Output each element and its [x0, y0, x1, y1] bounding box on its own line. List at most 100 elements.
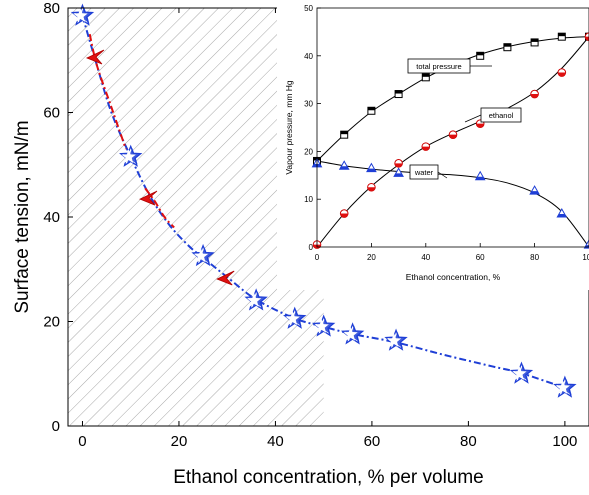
square-marker	[530, 38, 539, 47]
circle-fill	[476, 123, 484, 128]
main-x-axis-label: Ethanol concentration, % per volume	[173, 467, 484, 488]
square-fill	[503, 43, 511, 47]
square-fill	[558, 33, 566, 37]
callout-label: total pressure	[416, 62, 461, 71]
inset-y-tick-label: 20	[304, 147, 313, 156]
circle-fill	[585, 36, 589, 41]
callout-label: water	[414, 168, 434, 177]
star-highlight	[193, 248, 209, 263]
circle-marker	[394, 159, 403, 168]
main-y-tick-label: 40	[43, 209, 60, 226]
series-callout: water	[409, 164, 448, 180]
star-marker	[191, 243, 215, 267]
star-marker	[70, 3, 95, 26]
main-x-ticks: 0 20 40 60 80 100	[78, 8, 577, 450]
star-marker	[283, 306, 307, 329]
circle-marker	[584, 32, 589, 41]
star-highlight	[247, 293, 262, 307]
callout-box	[407, 58, 471, 74]
triangle-fill	[339, 166, 349, 170]
square-fill	[367, 107, 375, 111]
main-x-tick-label: 0	[78, 433, 86, 450]
main-x-tick-label: 100	[552, 433, 577, 450]
inset-chart: 0 20 40 60 80 100 0 10 20 30 40 50 total pressure e…	[277, 0, 589, 290]
inset-x-tick-label: 40	[421, 253, 430, 262]
triangle-marker	[366, 162, 377, 173]
callout-leader	[437, 171, 448, 179]
star-marker	[311, 314, 336, 337]
main-x-tick-label: 20	[171, 433, 188, 450]
star-marker	[509, 361, 534, 384]
triangle-fill	[557, 214, 567, 218]
star-highlight	[555, 380, 571, 394]
inset-plot-frame	[316, 7, 589, 248]
star-marker	[244, 288, 268, 311]
circle-fill	[530, 94, 539, 98]
inset-x-tick-label: 20	[367, 253, 376, 262]
square-fill	[395, 90, 403, 94]
inset-x-tick-label: 0	[315, 253, 320, 262]
star-highlight	[73, 8, 88, 22]
circle-fill	[394, 163, 403, 168]
main-fit-red-segment	[144, 187, 175, 229]
square-marker	[476, 51, 485, 60]
triangle-fill	[394, 173, 404, 177]
main-y-tick-label: 60	[43, 105, 60, 122]
circle-fill	[340, 213, 348, 218]
circle-marker	[557, 68, 567, 77]
inset-y-tick-label: 40	[304, 52, 313, 61]
triangle-marker	[556, 208, 568, 218]
circle-marker	[421, 142, 431, 151]
arrow-marker	[85, 49, 105, 65]
star-highlight	[314, 319, 329, 333]
main-y-tick-label: 20	[43, 314, 60, 331]
star-highlight	[285, 311, 300, 325]
main-data-markers	[70, 3, 577, 398]
inset-y-tick-label: 10	[304, 195, 313, 204]
inset-fit-curve	[316, 160, 589, 248]
square-marker	[421, 73, 430, 82]
star-highlight	[386, 333, 402, 347]
inset-x-tick-label: 80	[530, 253, 539, 262]
circle-marker	[530, 89, 539, 99]
main-x-tick-label: 60	[364, 433, 381, 450]
inset-x-ticks: 0 20 40 60 80 100	[315, 243, 589, 262]
inset-series-callouts: total pressure ethanol water	[407, 58, 522, 180]
star-marker	[340, 322, 365, 345]
inset-data-markers	[311, 32, 589, 249]
circle-marker	[367, 182, 376, 192]
square-marker	[340, 130, 349, 139]
star-highlight	[121, 149, 136, 163]
circle-fill	[449, 134, 457, 139]
main-x-tick-label: 40	[267, 433, 284, 450]
triangle-marker	[338, 160, 350, 170]
main-y-ticks: 0 20 40 60 80	[43, 0, 73, 435]
series-callout: total pressure	[407, 58, 492, 74]
circle-fill	[422, 146, 430, 151]
square-fill	[531, 38, 539, 42]
star-marker	[119, 144, 143, 167]
main-y-tick-label: 0	[52, 418, 60, 435]
main-x-tick-label: 80	[460, 433, 477, 450]
main-y-tick-label: 80	[43, 0, 60, 17]
star-marker	[553, 375, 577, 398]
inset-x-axis-label: Ethanol concentration, %	[406, 272, 501, 282]
inset-background	[277, 0, 589, 290]
circle-marker	[339, 209, 349, 218]
inset-y-tick-label: 30	[304, 100, 313, 109]
square-marker	[557, 32, 566, 41]
square-fill	[340, 131, 348, 135]
series-callout: ethanol	[464, 107, 522, 123]
inset-y-tick-label: 0	[309, 243, 314, 252]
callout-leader	[464, 114, 482, 123]
callout-box	[480, 107, 522, 123]
triangle-marker	[474, 170, 486, 181]
square-fill	[476, 52, 484, 56]
main-fit-red-segment	[88, 33, 127, 150]
star-highlight	[512, 366, 527, 380]
callout-label: ethanol	[489, 111, 514, 120]
triangle-fill	[475, 176, 485, 180]
main-y-axis-label: Surface tension, mN/m	[12, 120, 33, 313]
square-fill	[422, 73, 430, 77]
